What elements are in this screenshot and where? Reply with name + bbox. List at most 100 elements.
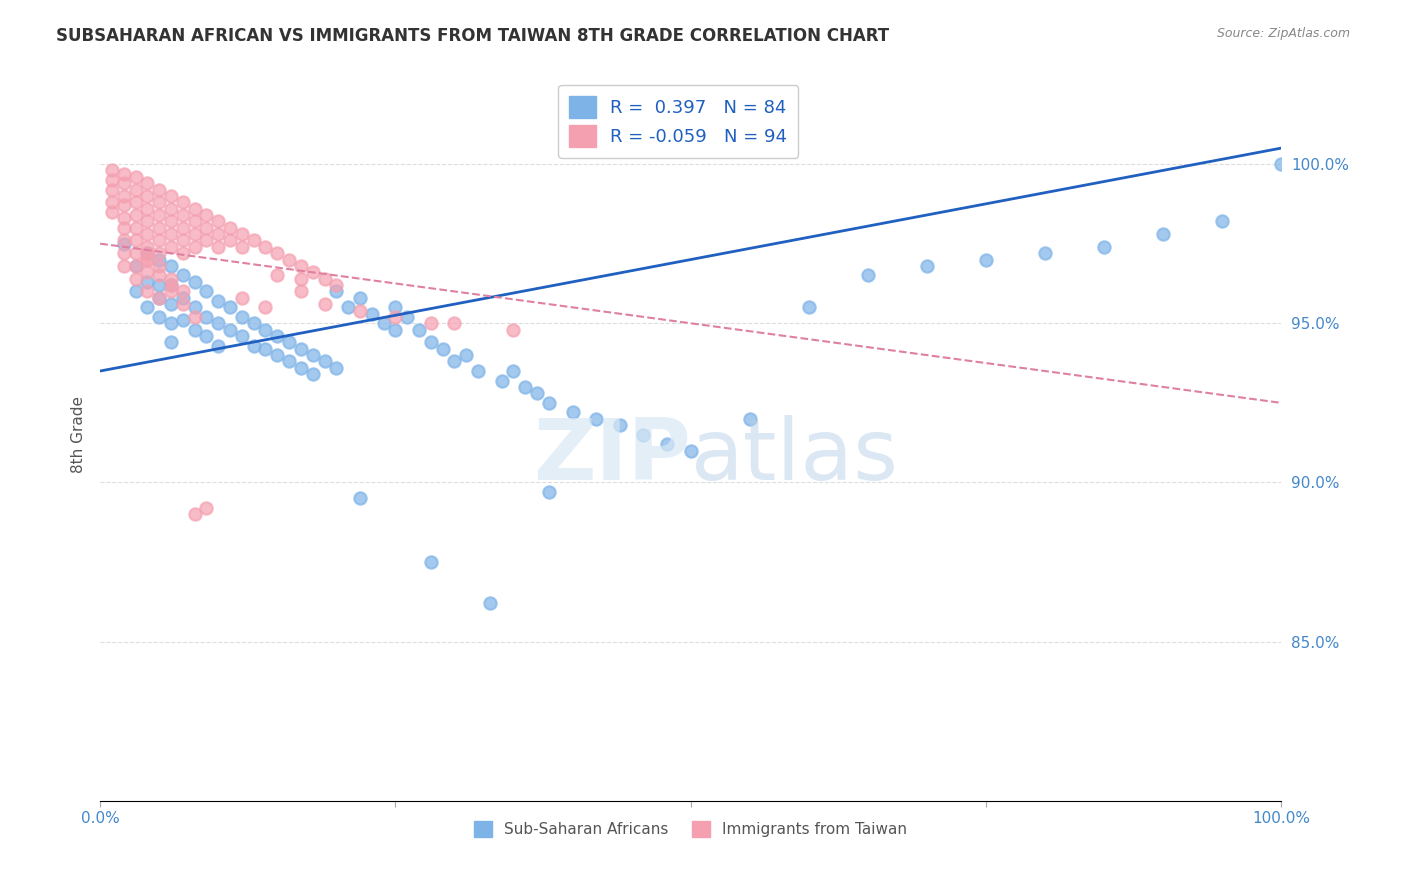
Point (183, 202, 205, 216)
Point (136, 301, 159, 315)
Point (124, 259, 146, 273)
Point (443, 354, 465, 368)
Point (337, 301, 360, 315)
Point (1152, 227, 1174, 241)
Point (195, 234, 218, 248)
Point (124, 208, 146, 222)
Point (148, 182, 170, 196)
Point (148, 259, 170, 273)
Text: Source: ZipAtlas.com: Source: ZipAtlas.com (1216, 27, 1350, 40)
Point (254, 301, 277, 315)
Point (384, 310, 406, 324)
Point (408, 323, 430, 337)
Point (195, 310, 218, 324)
Legend: Sub-Saharan Africans, Immigrants from Taiwan: Sub-Saharan Africans, Immigrants from Ta… (467, 814, 915, 845)
Point (172, 208, 194, 222)
Point (160, 189, 183, 203)
Point (349, 303, 371, 318)
Point (278, 252, 301, 267)
Point (160, 278, 183, 293)
Point (124, 285, 146, 299)
Point (195, 329, 218, 343)
Point (148, 252, 170, 267)
Point (633, 427, 655, 442)
Point (1092, 240, 1115, 254)
Point (254, 240, 277, 254)
Point (124, 259, 146, 273)
Point (207, 293, 229, 308)
Point (172, 285, 194, 299)
Point (195, 285, 218, 299)
Point (124, 246, 146, 260)
Point (537, 396, 560, 410)
Point (148, 208, 170, 222)
Point (136, 240, 159, 254)
Point (136, 252, 159, 267)
Point (160, 278, 183, 293)
Point (172, 313, 194, 327)
Point (349, 491, 371, 506)
Point (974, 252, 997, 267)
Point (325, 360, 347, 375)
Point (585, 411, 607, 425)
Point (1211, 214, 1233, 228)
Point (136, 246, 159, 260)
Point (195, 208, 218, 222)
Point (112, 189, 135, 203)
Point (136, 214, 159, 228)
Point (195, 220, 218, 235)
Point (231, 291, 253, 305)
Point (266, 246, 288, 260)
Point (183, 227, 205, 241)
Point (266, 268, 288, 283)
Point (183, 275, 205, 289)
Point (1270, 157, 1292, 171)
Point (419, 335, 441, 350)
Point (207, 214, 229, 228)
Point (124, 234, 146, 248)
Point (112, 220, 135, 235)
Point (160, 297, 183, 311)
Point (314, 271, 336, 285)
Point (325, 278, 347, 293)
Point (112, 236, 135, 251)
Point (491, 374, 513, 388)
Point (148, 234, 170, 248)
Point (467, 364, 489, 378)
Point (609, 418, 631, 433)
Point (136, 246, 159, 260)
Point (124, 220, 146, 235)
Point (231, 240, 253, 254)
Point (219, 323, 242, 337)
Point (384, 323, 406, 337)
Point (419, 555, 441, 569)
Point (136, 189, 159, 203)
Text: atlas: atlas (690, 415, 898, 498)
Point (373, 316, 395, 330)
Point (101, 204, 124, 219)
Point (148, 278, 170, 293)
Point (112, 176, 135, 190)
Point (360, 307, 382, 321)
Point (738, 411, 761, 425)
Point (432, 342, 454, 356)
Point (160, 271, 183, 285)
Point (797, 301, 820, 315)
Point (207, 316, 229, 330)
Point (301, 265, 323, 279)
Point (231, 329, 253, 343)
Point (112, 234, 135, 248)
Point (136, 275, 159, 289)
Point (160, 285, 183, 299)
Point (655, 437, 678, 451)
Point (515, 380, 537, 394)
Point (172, 291, 194, 305)
Point (172, 234, 194, 248)
Text: ZIP: ZIP (533, 415, 690, 498)
Point (124, 169, 146, 184)
Point (160, 259, 183, 273)
Point (148, 291, 170, 305)
Point (502, 364, 524, 378)
Point (278, 354, 301, 368)
Point (254, 323, 277, 337)
